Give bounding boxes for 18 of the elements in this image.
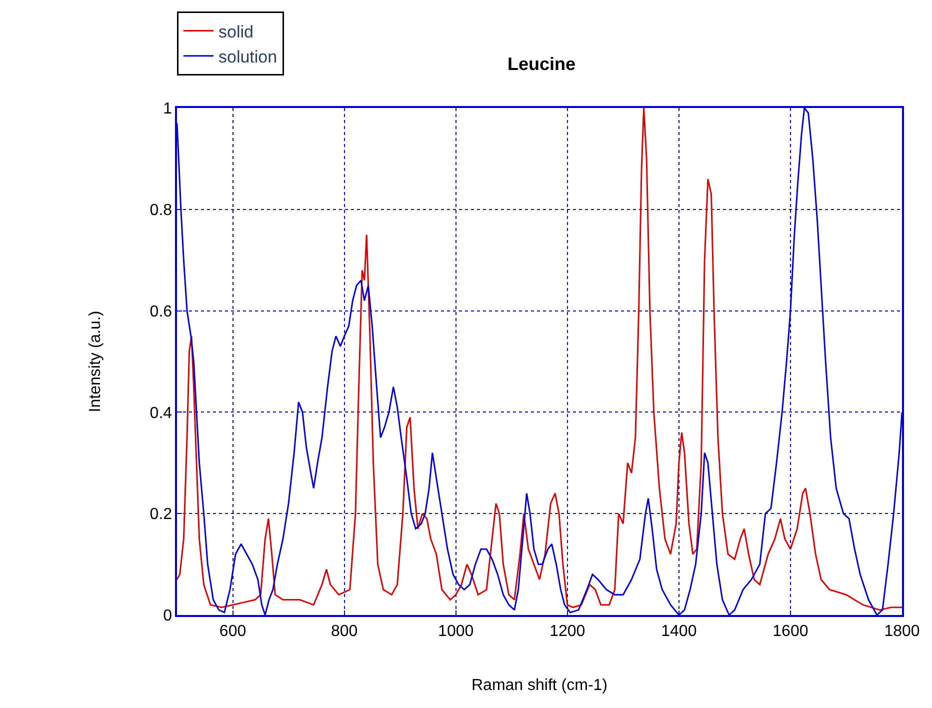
y-tick-label: 0.2	[150, 506, 172, 524]
x-axis-title: Raman shift (cm-1)	[471, 677, 608, 694]
x-tick-label: 600	[219, 622, 246, 640]
y-tick-label: 0.4	[150, 404, 172, 422]
y-tick-label: 0	[163, 608, 172, 625]
chart-title: Leucine	[507, 54, 576, 74]
x-tick-label: 1400	[661, 622, 697, 640]
y-tick-label: 0.8	[150, 202, 172, 219]
x-tick-label: 1000	[438, 622, 474, 640]
legend-label: solution	[218, 47, 278, 66]
x-tick-label: 800	[330, 622, 358, 640]
y-axis-title: Intensity (a.u.)	[87, 310, 104, 412]
legend-label: solid	[218, 22, 254, 42]
x-tick-label: 1200	[550, 622, 586, 640]
x-tick-label: 1600	[772, 622, 808, 640]
y-tick-label: 0.6	[150, 303, 172, 320]
y-tick-label: 1	[163, 100, 172, 118]
x-tick-label: 1800	[884, 622, 920, 640]
